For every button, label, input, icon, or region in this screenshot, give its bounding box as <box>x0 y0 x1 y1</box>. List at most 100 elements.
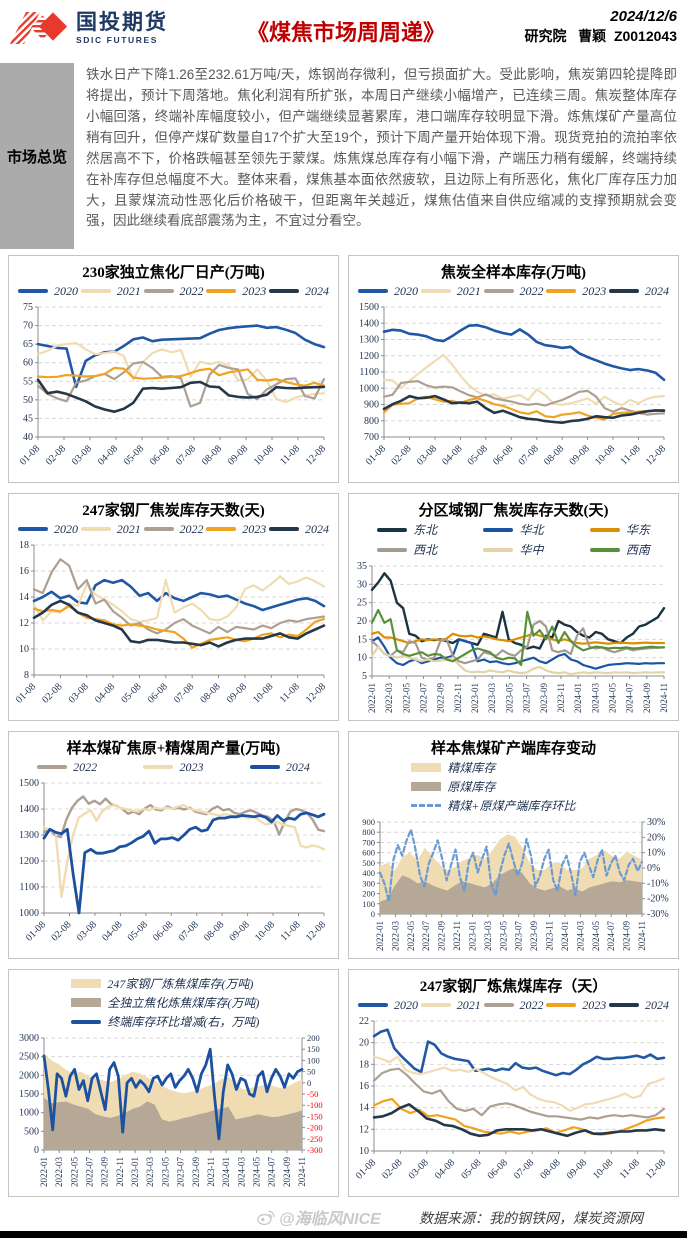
legend-item: 西北 <box>354 541 460 558</box>
svg-text:04-08: 04-08 <box>433 1157 457 1181</box>
legend-line-swatch <box>71 1019 102 1024</box>
svg-text:16: 16 <box>359 1081 369 1092</box>
legend-label: 2020 <box>54 283 78 298</box>
svg-text:2023-11: 2023-11 <box>556 683 566 713</box>
legend-area-swatch <box>411 763 442 772</box>
svg-text:60: 60 <box>23 358 33 369</box>
legend-line-swatch <box>609 289 639 293</box>
svg-text:-20%: -20% <box>647 894 669 905</box>
svg-text:06-08: 06-08 <box>148 443 172 467</box>
legend-line-swatch <box>358 1003 388 1007</box>
svg-text:2023-07: 2023-07 <box>522 683 532 713</box>
watermark: @海临风NICE <box>256 1205 381 1229</box>
svg-text:150: 150 <box>307 1044 320 1054</box>
svg-text:1500: 1500 <box>19 778 39 789</box>
legend-label: 2021 <box>456 283 481 298</box>
legend-line-swatch <box>377 547 408 552</box>
svg-text:500: 500 <box>24 1126 39 1137</box>
svg-text:04-08: 04-08 <box>93 681 117 705</box>
svg-text:25: 25 <box>357 598 367 609</box>
svg-text:05-08: 05-08 <box>126 919 150 943</box>
svg-text:05-08: 05-08 <box>119 681 143 705</box>
legend-item: 2023 <box>546 284 606 299</box>
chart-legend: 247家钢厂炼焦煤库存(万吨) 全独立焦化炼焦煤库存(万吨) 终端库存环比增减(右，… <box>71 975 333 1030</box>
svg-text:01-08: 01-08 <box>354 1157 378 1181</box>
svg-text:2024-11: 2024-11 <box>659 683 669 713</box>
legend-label: 2024 <box>285 759 310 774</box>
svg-text:2022-07: 2022-07 <box>419 683 429 713</box>
svg-text:1300: 1300 <box>19 830 39 841</box>
svg-text:40: 40 <box>23 432 33 443</box>
svg-text:04-08: 04-08 <box>440 443 464 467</box>
svg-text:0: 0 <box>34 1145 39 1156</box>
svg-text:400: 400 <box>362 868 375 878</box>
svg-text:12: 12 <box>359 1124 369 1135</box>
legend-line-swatch <box>420 1003 451 1007</box>
brand-logo: 国投期货 SDIC FUTURES <box>10 7 200 49</box>
chart-legend: 2020 2021 2022 2023 2024 <box>354 283 673 299</box>
svg-text:2000: 2000 <box>19 1070 39 1081</box>
market-overview-section: 市场总览 铁水日产下降1.26至232.61万吨/天，炼钢尚存微利，但亏损面扩大… <box>0 63 687 249</box>
svg-text:65: 65 <box>23 339 33 350</box>
legend-label: 2024 <box>305 283 329 298</box>
page-title: 《煤焦市场周周递》 <box>246 20 445 45</box>
legend-item: 2021 <box>80 284 141 299</box>
svg-text:08-08: 08-08 <box>542 443 566 467</box>
legend-item: 2024 <box>249 759 310 775</box>
svg-text:2022-11: 2022-11 <box>452 921 462 951</box>
legend-label: 西南 <box>625 543 650 557</box>
svg-text:2022-05: 2022-05 <box>69 1157 79 1187</box>
svg-text:2024-11: 2024-11 <box>297 1157 307 1187</box>
legend-line-swatch <box>249 765 280 769</box>
svg-text:03-08: 03-08 <box>75 919 99 943</box>
legend-item: 247家钢厂炼焦煤库存(万吨) <box>71 975 253 992</box>
chart-legend: 2022 2023 2024 <box>14 759 333 775</box>
legend-item: 全独立焦化炼焦煤库存(万吨) <box>71 994 259 1011</box>
svg-text:2022-09: 2022-09 <box>436 683 446 713</box>
svg-text:15: 15 <box>357 634 367 645</box>
legend-line-swatch <box>37 765 68 769</box>
svg-text:14: 14 <box>19 592 29 603</box>
svg-text:05-08: 05-08 <box>466 443 490 467</box>
legend-item: 2021 <box>80 522 141 537</box>
legend-item: 2020 <box>358 998 418 1013</box>
legend-label: 精煤+原煤产端库存环比 <box>447 799 576 813</box>
legend-line-swatch <box>269 289 299 293</box>
legend-label: 2022 <box>179 283 204 298</box>
svg-text:2023-01: 2023-01 <box>470 683 480 713</box>
legend-item: 华东 <box>567 521 673 538</box>
chart-title: 230家独立焦化厂日产(万吨) <box>82 265 265 281</box>
svg-text:2024-05: 2024-05 <box>251 1157 261 1187</box>
svg-text:50: 50 <box>23 395 33 406</box>
svg-text:900: 900 <box>364 400 379 411</box>
svg-text:2024-05: 2024-05 <box>591 921 601 951</box>
svg-text:2022-05: 2022-05 <box>401 683 411 713</box>
svg-text:2024-09: 2024-09 <box>642 683 652 713</box>
svg-text:2024-07: 2024-07 <box>606 921 616 951</box>
legend-item: 精煤库存 <box>411 759 495 776</box>
page-header: 国投期货 SDIC FUTURES 《煤焦市场周周递》 2024/12/6 研究… <box>0 0 687 59</box>
legend-line-swatch <box>18 289 48 293</box>
legend-item: 2024 <box>609 998 669 1013</box>
svg-text:03-08: 03-08 <box>415 443 439 467</box>
svg-text:500: 500 <box>362 858 375 868</box>
svg-text:2024-07: 2024-07 <box>625 683 635 713</box>
legend-label: 2021 <box>456 997 481 1012</box>
chart-panel-3: 247家钢厂焦炭库存天数(天) 2020 2021 2022 2023 2024 8 10 12… <box>8 493 339 721</box>
svg-text:20%: 20% <box>647 832 665 843</box>
legend-item: 2022 <box>143 283 204 299</box>
chart-title: 分区域钢厂焦炭库存天数(天) <box>418 503 609 519</box>
legend-line-swatch <box>589 547 620 552</box>
legend-line-swatch <box>206 527 237 531</box>
svg-text:700: 700 <box>364 432 379 443</box>
svg-text:01-08: 01-08 <box>18 443 42 467</box>
svg-text:2024-09: 2024-09 <box>282 1157 292 1187</box>
watermark-text: @海临风NICE <box>279 1211 381 1228</box>
svg-text:18: 18 <box>359 1059 369 1070</box>
svg-text:2024-01: 2024-01 <box>221 1157 231 1187</box>
legend-item: 原煤库存 <box>411 778 495 795</box>
legend-line-swatch <box>420 289 451 293</box>
svg-text:2023-11: 2023-11 <box>206 1157 216 1187</box>
svg-text:2024-03: 2024-03 <box>236 1157 246 1187</box>
